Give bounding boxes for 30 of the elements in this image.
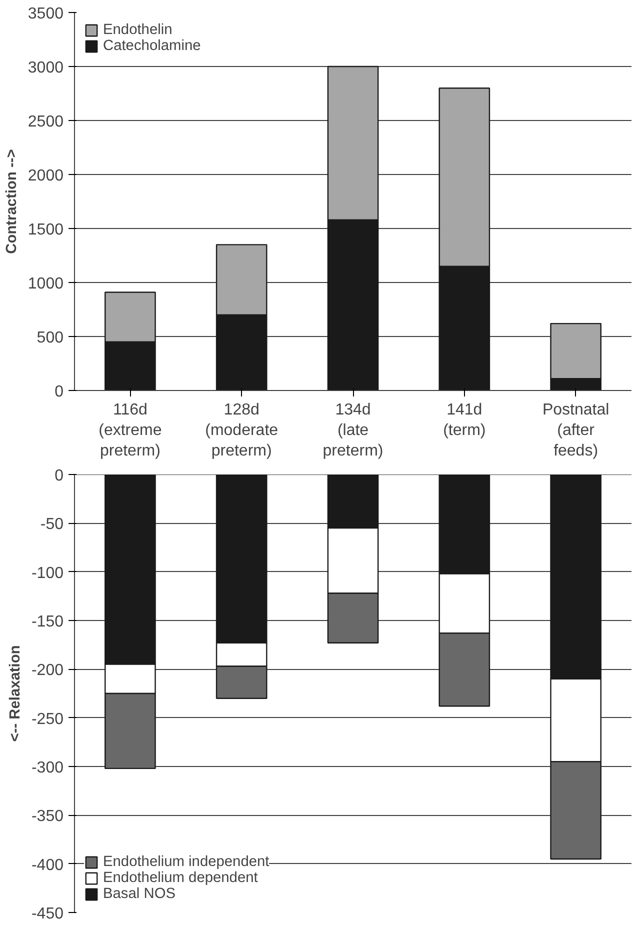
y-tick-label: 3500 <box>28 6 64 22</box>
legend-label: Endothelium independent <box>103 854 270 870</box>
y-tick-label: 3000 <box>28 60 64 76</box>
y-tick-label: -200 <box>31 662 64 680</box>
y-tick-label: 1500 <box>28 222 64 238</box>
legend-label: Endothelium dependent <box>103 870 258 886</box>
y-tick-label: 0 <box>54 468 64 484</box>
y-tick-label: -400 <box>31 856 64 874</box>
y-tick-label: 1000 <box>28 276 64 292</box>
legend-label: Basal NOS <box>103 886 176 902</box>
y-tick-label: 2000 <box>28 168 64 184</box>
y-tick-label: -50 <box>40 516 64 534</box>
y-tick-label: 500 <box>36 330 64 346</box>
y-tick-label: 0 <box>54 384 64 400</box>
x-tick-label: 141d (term) <box>443 402 486 439</box>
x-tick-label: Postnatal (after feeds) <box>542 402 610 460</box>
y-tick-label: -100 <box>31 564 64 582</box>
legend-label: Catecholamine <box>103 38 201 54</box>
legend-label: Endothelin <box>103 22 172 38</box>
x-tick-label: 116d (extreme preterm) <box>98 402 162 460</box>
y-tick-label: -150 <box>31 614 64 630</box>
x-tick-label: 128d (moderate preterm) <box>205 402 278 460</box>
y-tick-label: -450 <box>31 906 64 922</box>
y-axis-title: <-- Relaxation <box>7 645 24 742</box>
x-tick-label: 134d (late preterm) <box>322 402 384 460</box>
y-tick-label: -350 <box>31 808 64 826</box>
y-tick-label: 2500 <box>28 114 64 130</box>
y-tick-label: -250 <box>31 710 64 728</box>
y-axis-title: Contraction --> <box>4 149 20 254</box>
y-tick-label: -300 <box>31 760 64 776</box>
